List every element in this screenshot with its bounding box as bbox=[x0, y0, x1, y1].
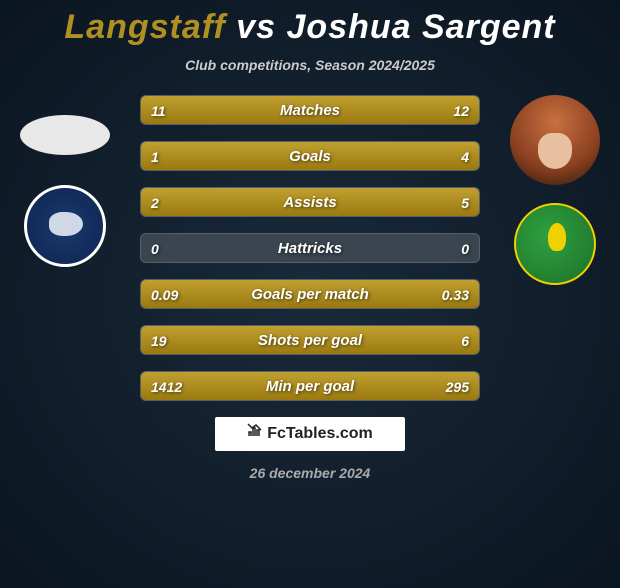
player1-photo-placeholder bbox=[20, 115, 110, 155]
stats-bars: 1112Matches 14Goals 25Assists 00Hattricks 0.… bbox=[140, 95, 480, 401]
subtitle: Club competitions, Season 2024/2025 bbox=[0, 57, 620, 73]
stat-label: Goals bbox=[141, 142, 479, 171]
player2-photo bbox=[510, 95, 600, 185]
player2-name: Joshua Sargent bbox=[287, 8, 556, 46]
comparison-title: Langstaff vs Joshua Sargent bbox=[0, 8, 620, 47]
right-player-column bbox=[500, 95, 610, 285]
stat-label: Goals per match bbox=[141, 280, 479, 309]
stat-row: 196Shots per goal bbox=[140, 325, 480, 355]
date-text: 26 december 2024 bbox=[0, 465, 620, 481]
stat-label: Min per goal bbox=[141, 372, 479, 401]
player1-name: Langstaff bbox=[64, 8, 225, 46]
content-area: 1112Matches 14Goals 25Assists 00Hattricks 0.… bbox=[0, 95, 620, 401]
stat-row: 0.090.33Goals per match bbox=[140, 279, 480, 309]
stat-label: Matches bbox=[141, 96, 479, 125]
stat-label: Shots per goal bbox=[141, 326, 479, 355]
fctables-watermark: FcTables.com bbox=[215, 417, 405, 451]
stat-label: Hattricks bbox=[141, 234, 479, 263]
chart-icon bbox=[247, 417, 263, 451]
left-player-column bbox=[10, 95, 120, 267]
norwich-logo bbox=[514, 203, 596, 285]
stat-row: 00Hattricks bbox=[140, 233, 480, 263]
stat-row: 25Assists bbox=[140, 187, 480, 217]
stat-row: 1112Matches bbox=[140, 95, 480, 125]
stat-row: 1412295Min per goal bbox=[140, 371, 480, 401]
vs-text: vs bbox=[236, 8, 276, 46]
stat-label: Assists bbox=[141, 188, 479, 217]
millwall-logo bbox=[24, 185, 106, 267]
watermark-text: FcTables.com bbox=[267, 425, 373, 442]
stat-row: 14Goals bbox=[140, 141, 480, 171]
